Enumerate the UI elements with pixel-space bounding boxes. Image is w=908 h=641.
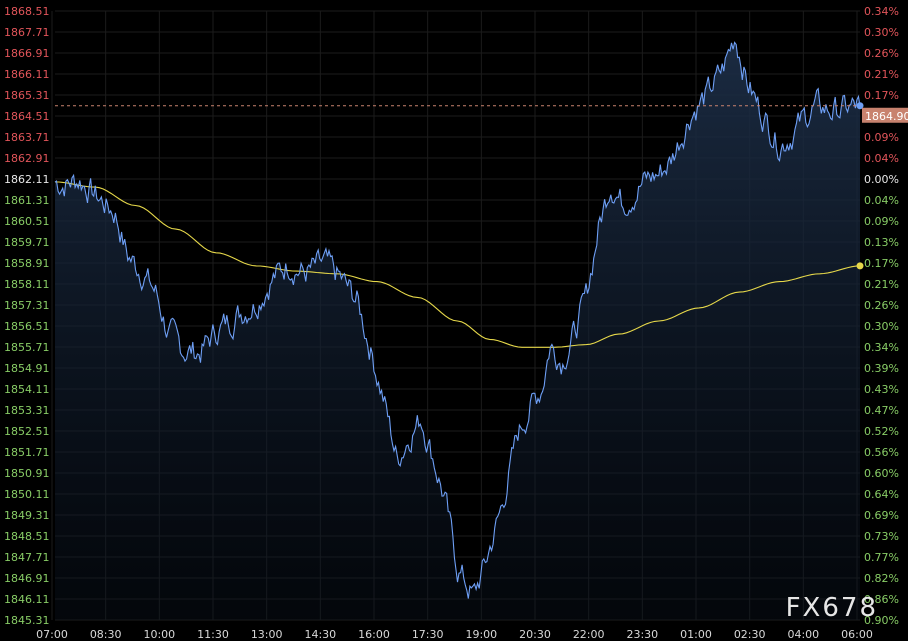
time-tick-label: 20:30 xyxy=(519,628,551,641)
time-tick-label: 17:30 xyxy=(412,628,444,641)
percent-tick-label: 0.64% xyxy=(864,488,899,501)
price-tick-label: 1861.31 xyxy=(4,194,50,207)
price-tick-label: 1864.51 xyxy=(4,110,50,123)
price-tick-label: 1858.91 xyxy=(4,257,50,270)
percent-tick-label: 0.69% xyxy=(864,509,899,522)
price-area-fill xyxy=(55,42,860,620)
percent-tick-label: 0.34% xyxy=(864,341,899,354)
price-tick-label: 1854.91 xyxy=(4,362,50,375)
time-tick-label: 16:00 xyxy=(358,628,390,641)
percent-tick-label: 0.04% xyxy=(864,194,899,207)
price-tick-label: 1850.11 xyxy=(4,488,50,501)
percent-tick-label: 0.26% xyxy=(864,47,899,60)
time-tick-label: 14:30 xyxy=(304,628,336,641)
price-tick-label: 1860.51 xyxy=(4,215,50,228)
percent-tick-label: 0.13% xyxy=(864,236,899,249)
price-tick-label: 1863.71 xyxy=(4,131,50,144)
time-tick-label: 08:30 xyxy=(90,628,122,641)
percent-tick-label: 0.09% xyxy=(864,131,899,144)
percent-tick-label: 0.43% xyxy=(864,383,899,396)
percent-tick-label: 0.26% xyxy=(864,299,899,312)
percent-tick-label: 0.39% xyxy=(864,362,899,375)
percent-tick-label: 0.56% xyxy=(864,446,899,459)
price-tick-label: 1846.11 xyxy=(4,593,50,606)
percent-tick-label: 0.30% xyxy=(864,26,899,39)
price-axis-labels: 1868.51 1867.71 1866.91 1866.11 1865.31 1864.… xyxy=(4,5,50,627)
time-tick-label: 11:30 xyxy=(197,628,229,641)
percent-tick-label: 0.77% xyxy=(864,551,899,564)
moving-average-end-dot xyxy=(856,262,864,270)
time-tick-label: 04:00 xyxy=(787,628,819,641)
last-price-badge xyxy=(862,107,908,123)
time-tick-label: 13:00 xyxy=(251,628,283,641)
time-axis-labels: 07:00 08:30 10:00 11:30 13:00 14:30 16:00 17:30… xyxy=(36,628,873,641)
percent-tick-label: 0.73% xyxy=(864,530,899,543)
price-tick-label: 1858.11 xyxy=(4,278,50,291)
percent-tick-label: 0.82% xyxy=(864,572,899,585)
percent-tick-label: 0.21% xyxy=(864,68,899,81)
price-tick-label: 1852.51 xyxy=(4,425,50,438)
percent-tick-label: 0.21% xyxy=(864,278,899,291)
price-tick-label: 1848.51 xyxy=(4,530,50,543)
percent-tick-label: 0.47% xyxy=(864,404,899,417)
price-tick-label: 1854.11 xyxy=(4,383,50,396)
percent-tick-label: 0.86% xyxy=(864,593,899,606)
percent-tick-label: 0.90% xyxy=(864,614,899,627)
percent-axis-labels: 0.34% 0.30% 0.26% 0.21% 0.17% 0.13% 0.09% 0.04%… xyxy=(864,5,899,627)
price-tick-label: 1866.91 xyxy=(4,47,50,60)
price-tick-label: 1856.51 xyxy=(4,320,50,333)
price-tick-label: 1859.71 xyxy=(4,236,50,249)
price-tick-label: 1845.31 xyxy=(4,614,50,627)
percent-tick-label: 0.09% xyxy=(864,215,899,228)
percent-tick-label: 0.60% xyxy=(864,467,899,480)
price-tick-label: 1846.91 xyxy=(4,572,50,585)
price-tick-label: 1855.71 xyxy=(4,341,50,354)
time-tick-label: 10:00 xyxy=(143,628,175,641)
price-tick-label: 1868.51 xyxy=(4,5,50,18)
time-tick-label: 19:00 xyxy=(465,628,497,641)
percent-tick-label: 0.17% xyxy=(864,257,899,270)
price-tick-label: 1857.31 xyxy=(4,299,50,312)
price-tick-label: 1867.71 xyxy=(4,26,50,39)
last-price-badge-label: 1864.90 xyxy=(865,110,908,123)
price-tick-label: 1865.31 xyxy=(4,89,50,102)
percent-tick-label: 0.17% xyxy=(864,89,899,102)
end-markers: 1864.90 xyxy=(856,102,908,270)
price-tick-label: 1851.71 xyxy=(4,446,50,459)
percent-tick-label: 0.30% xyxy=(864,320,899,333)
percent-tick-label: 0.00% xyxy=(864,173,899,186)
time-tick-label: 07:00 xyxy=(36,628,68,641)
price-tick-label: 1862.91 xyxy=(4,152,50,165)
last-price-dot xyxy=(856,102,864,110)
price-tick-label: 1847.71 xyxy=(4,551,50,564)
price-tick-label: 1866.11 xyxy=(4,68,50,81)
time-tick-label: 06:00 xyxy=(841,628,873,641)
price-area xyxy=(55,42,860,620)
time-tick-label: 02:30 xyxy=(734,628,766,641)
time-tick-label: 23:30 xyxy=(626,628,658,641)
moving-average-path xyxy=(54,181,861,348)
time-tick-label: 22:00 xyxy=(573,628,605,641)
price-series-path xyxy=(54,41,861,599)
moving-average-line xyxy=(54,181,861,348)
price-line xyxy=(54,41,861,599)
price-tick-label: 1849.31 xyxy=(4,509,50,522)
percent-tick-label: 0.04% xyxy=(864,152,899,165)
time-tick-label: 01:00 xyxy=(680,628,712,641)
percent-tick-label: 0.52% xyxy=(864,425,899,438)
price-tick-label: 1862.11 xyxy=(4,173,50,186)
price-tick-label: 1853.31 xyxy=(4,404,50,417)
percent-tick-label: 0.34% xyxy=(864,5,899,18)
price-tick-label: 1850.91 xyxy=(4,467,50,480)
watermark-logo: FX678 xyxy=(785,593,878,623)
